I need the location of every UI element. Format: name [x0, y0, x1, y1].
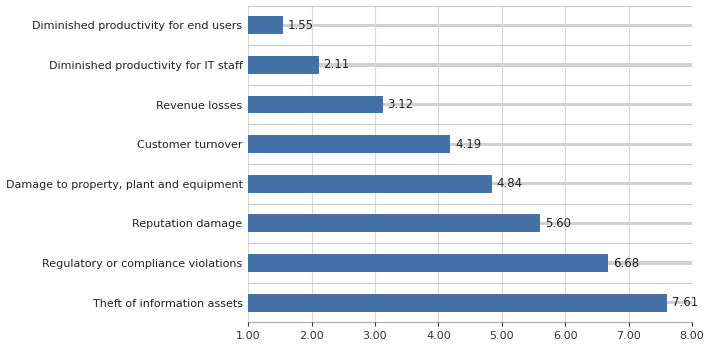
Text: 4.84: 4.84 — [497, 177, 523, 190]
Bar — [248, 96, 383, 113]
Bar — [248, 135, 450, 153]
Bar — [248, 182, 692, 185]
Text: 6.68: 6.68 — [613, 256, 640, 270]
Text: 5.60: 5.60 — [545, 217, 571, 230]
Bar — [248, 64, 692, 67]
Bar — [248, 143, 692, 146]
Bar — [248, 261, 692, 265]
Bar — [248, 222, 692, 225]
Bar — [248, 175, 491, 193]
Bar — [248, 294, 667, 312]
Bar — [248, 301, 692, 304]
Text: 4.19: 4.19 — [456, 138, 482, 151]
Text: 3.12: 3.12 — [388, 98, 414, 111]
Bar — [248, 103, 692, 106]
Bar — [248, 214, 540, 232]
Text: 7.61: 7.61 — [672, 296, 699, 309]
Bar — [248, 56, 319, 74]
Text: 2.11: 2.11 — [324, 58, 350, 71]
Bar — [248, 254, 608, 272]
Bar — [248, 24, 692, 27]
Bar — [248, 16, 283, 34]
Text: 1.55: 1.55 — [288, 19, 314, 32]
